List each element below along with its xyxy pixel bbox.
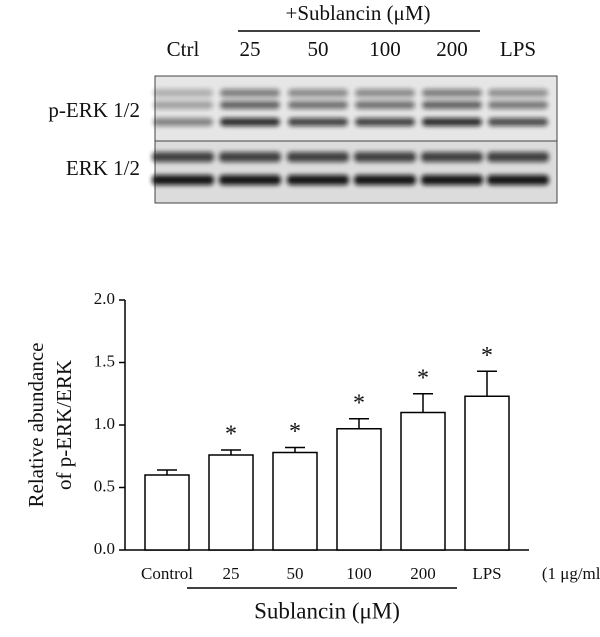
error-bar bbox=[477, 370, 497, 397]
band bbox=[153, 101, 213, 109]
error-bar bbox=[413, 393, 433, 413]
band bbox=[219, 152, 281, 162]
x-axis-label: Sublancin (μM) bbox=[254, 598, 400, 623]
band bbox=[153, 89, 213, 97]
x-tick-label: LPS bbox=[472, 564, 501, 583]
bar bbox=[336, 428, 382, 551]
band bbox=[220, 101, 280, 109]
blot-panel bbox=[154, 140, 558, 204]
error-bar bbox=[221, 449, 241, 455]
band bbox=[152, 152, 214, 162]
band bbox=[355, 89, 415, 97]
band bbox=[354, 152, 416, 162]
band bbox=[355, 101, 415, 109]
y-axis-label: of p-ERK/ERK bbox=[52, 360, 76, 490]
band bbox=[220, 89, 280, 97]
lane-label: 50 bbox=[308, 37, 329, 61]
lane-label: 100 bbox=[369, 37, 401, 61]
significance-mark: * bbox=[353, 390, 365, 416]
error-bar bbox=[157, 469, 177, 475]
band bbox=[487, 152, 549, 162]
blot-row-label: ERK 1/2 bbox=[66, 156, 140, 180]
band bbox=[220, 118, 280, 126]
x-tick-label: 200 bbox=[410, 564, 436, 583]
band bbox=[487, 175, 549, 185]
band bbox=[287, 152, 349, 162]
x-tick-label: Control bbox=[141, 564, 193, 583]
y-axis-label: Relative abundance bbox=[24, 342, 48, 507]
band bbox=[354, 175, 416, 185]
band bbox=[488, 89, 548, 97]
y-tick-label: 0.5 bbox=[94, 476, 115, 495]
band bbox=[421, 152, 483, 162]
significance-mark: * bbox=[225, 422, 237, 448]
bar bbox=[400, 411, 446, 551]
bar bbox=[464, 395, 510, 551]
error-bar bbox=[349, 418, 369, 429]
lane-label: 25 bbox=[240, 37, 261, 61]
band bbox=[422, 89, 482, 97]
band bbox=[488, 101, 548, 109]
y-tick-label: 2.0 bbox=[94, 289, 115, 308]
treatment-label: +Sublancin (μM) bbox=[285, 1, 430, 25]
category-note: (1 μg/ml) bbox=[542, 564, 600, 583]
significance-mark: * bbox=[417, 365, 429, 391]
band bbox=[219, 175, 281, 185]
y-tick-label: 1.0 bbox=[94, 414, 115, 433]
band bbox=[288, 118, 348, 126]
band bbox=[153, 118, 213, 126]
y-tick-label: 0.0 bbox=[94, 539, 115, 558]
significance-mark: * bbox=[481, 343, 493, 369]
band bbox=[288, 89, 348, 97]
band bbox=[488, 118, 548, 126]
bar bbox=[272, 451, 318, 551]
y-tick-label: 1.5 bbox=[94, 351, 115, 370]
significance-mark: * bbox=[289, 419, 301, 445]
bar bbox=[144, 474, 190, 551]
band bbox=[422, 101, 482, 109]
x-tick-label: 50 bbox=[287, 564, 304, 583]
band bbox=[422, 118, 482, 126]
band bbox=[288, 101, 348, 109]
band bbox=[152, 175, 214, 185]
band bbox=[355, 118, 415, 126]
blot-row-label: p-ERK 1/2 bbox=[48, 98, 140, 122]
error-bar bbox=[285, 446, 305, 453]
blot-bands bbox=[152, 89, 549, 185]
band bbox=[421, 175, 483, 185]
x-tick-label: 100 bbox=[346, 564, 372, 583]
lane-label: Ctrl bbox=[167, 37, 200, 61]
x-tick-label: 25 bbox=[223, 564, 240, 583]
lane-label: LPS bbox=[500, 37, 536, 61]
blot-panel bbox=[154, 75, 558, 145]
lane-label: 200 bbox=[436, 37, 468, 61]
band bbox=[287, 175, 349, 185]
bar bbox=[208, 454, 254, 551]
